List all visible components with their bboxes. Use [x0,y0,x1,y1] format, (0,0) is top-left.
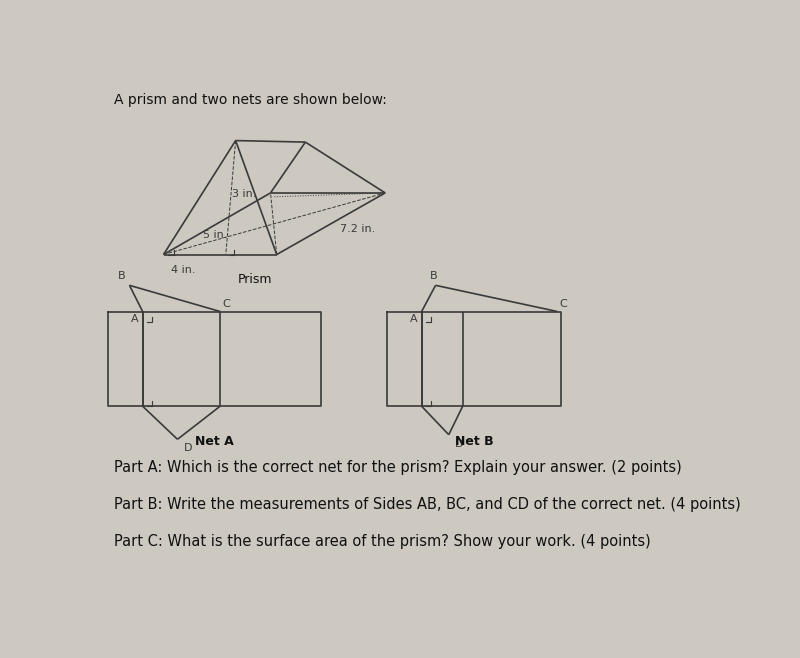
Text: B: B [430,272,438,282]
Text: 4 in.: 4 in. [171,265,196,275]
Text: 7.2 in.: 7.2 in. [340,224,375,234]
Text: D: D [455,438,463,449]
Text: A: A [131,314,138,324]
Text: Part A: Which is the correct net for the prism? Explain your answer. (2 points): Part A: Which is the correct net for the… [114,460,682,475]
Text: B: B [118,272,126,282]
Text: C: C [559,299,567,309]
Text: 3 in.: 3 in. [232,189,256,199]
Text: D: D [184,443,192,453]
Text: C: C [222,299,230,309]
Text: Net B: Net B [454,436,494,449]
Text: Prism: Prism [238,273,272,286]
Text: Part B: Write the measurements of Sides AB, BC, and CD of the correct net. (4 po: Part B: Write the measurements of Sides … [114,497,741,512]
Text: 5 in.: 5 in. [202,230,227,240]
Text: Net A: Net A [195,436,234,449]
Text: Part C: What is the surface area of the prism? Show your work. (4 points): Part C: What is the surface area of the … [114,534,650,549]
Text: A prism and two nets are shown below:: A prism and two nets are shown below: [114,93,387,107]
Text: A: A [410,314,418,324]
